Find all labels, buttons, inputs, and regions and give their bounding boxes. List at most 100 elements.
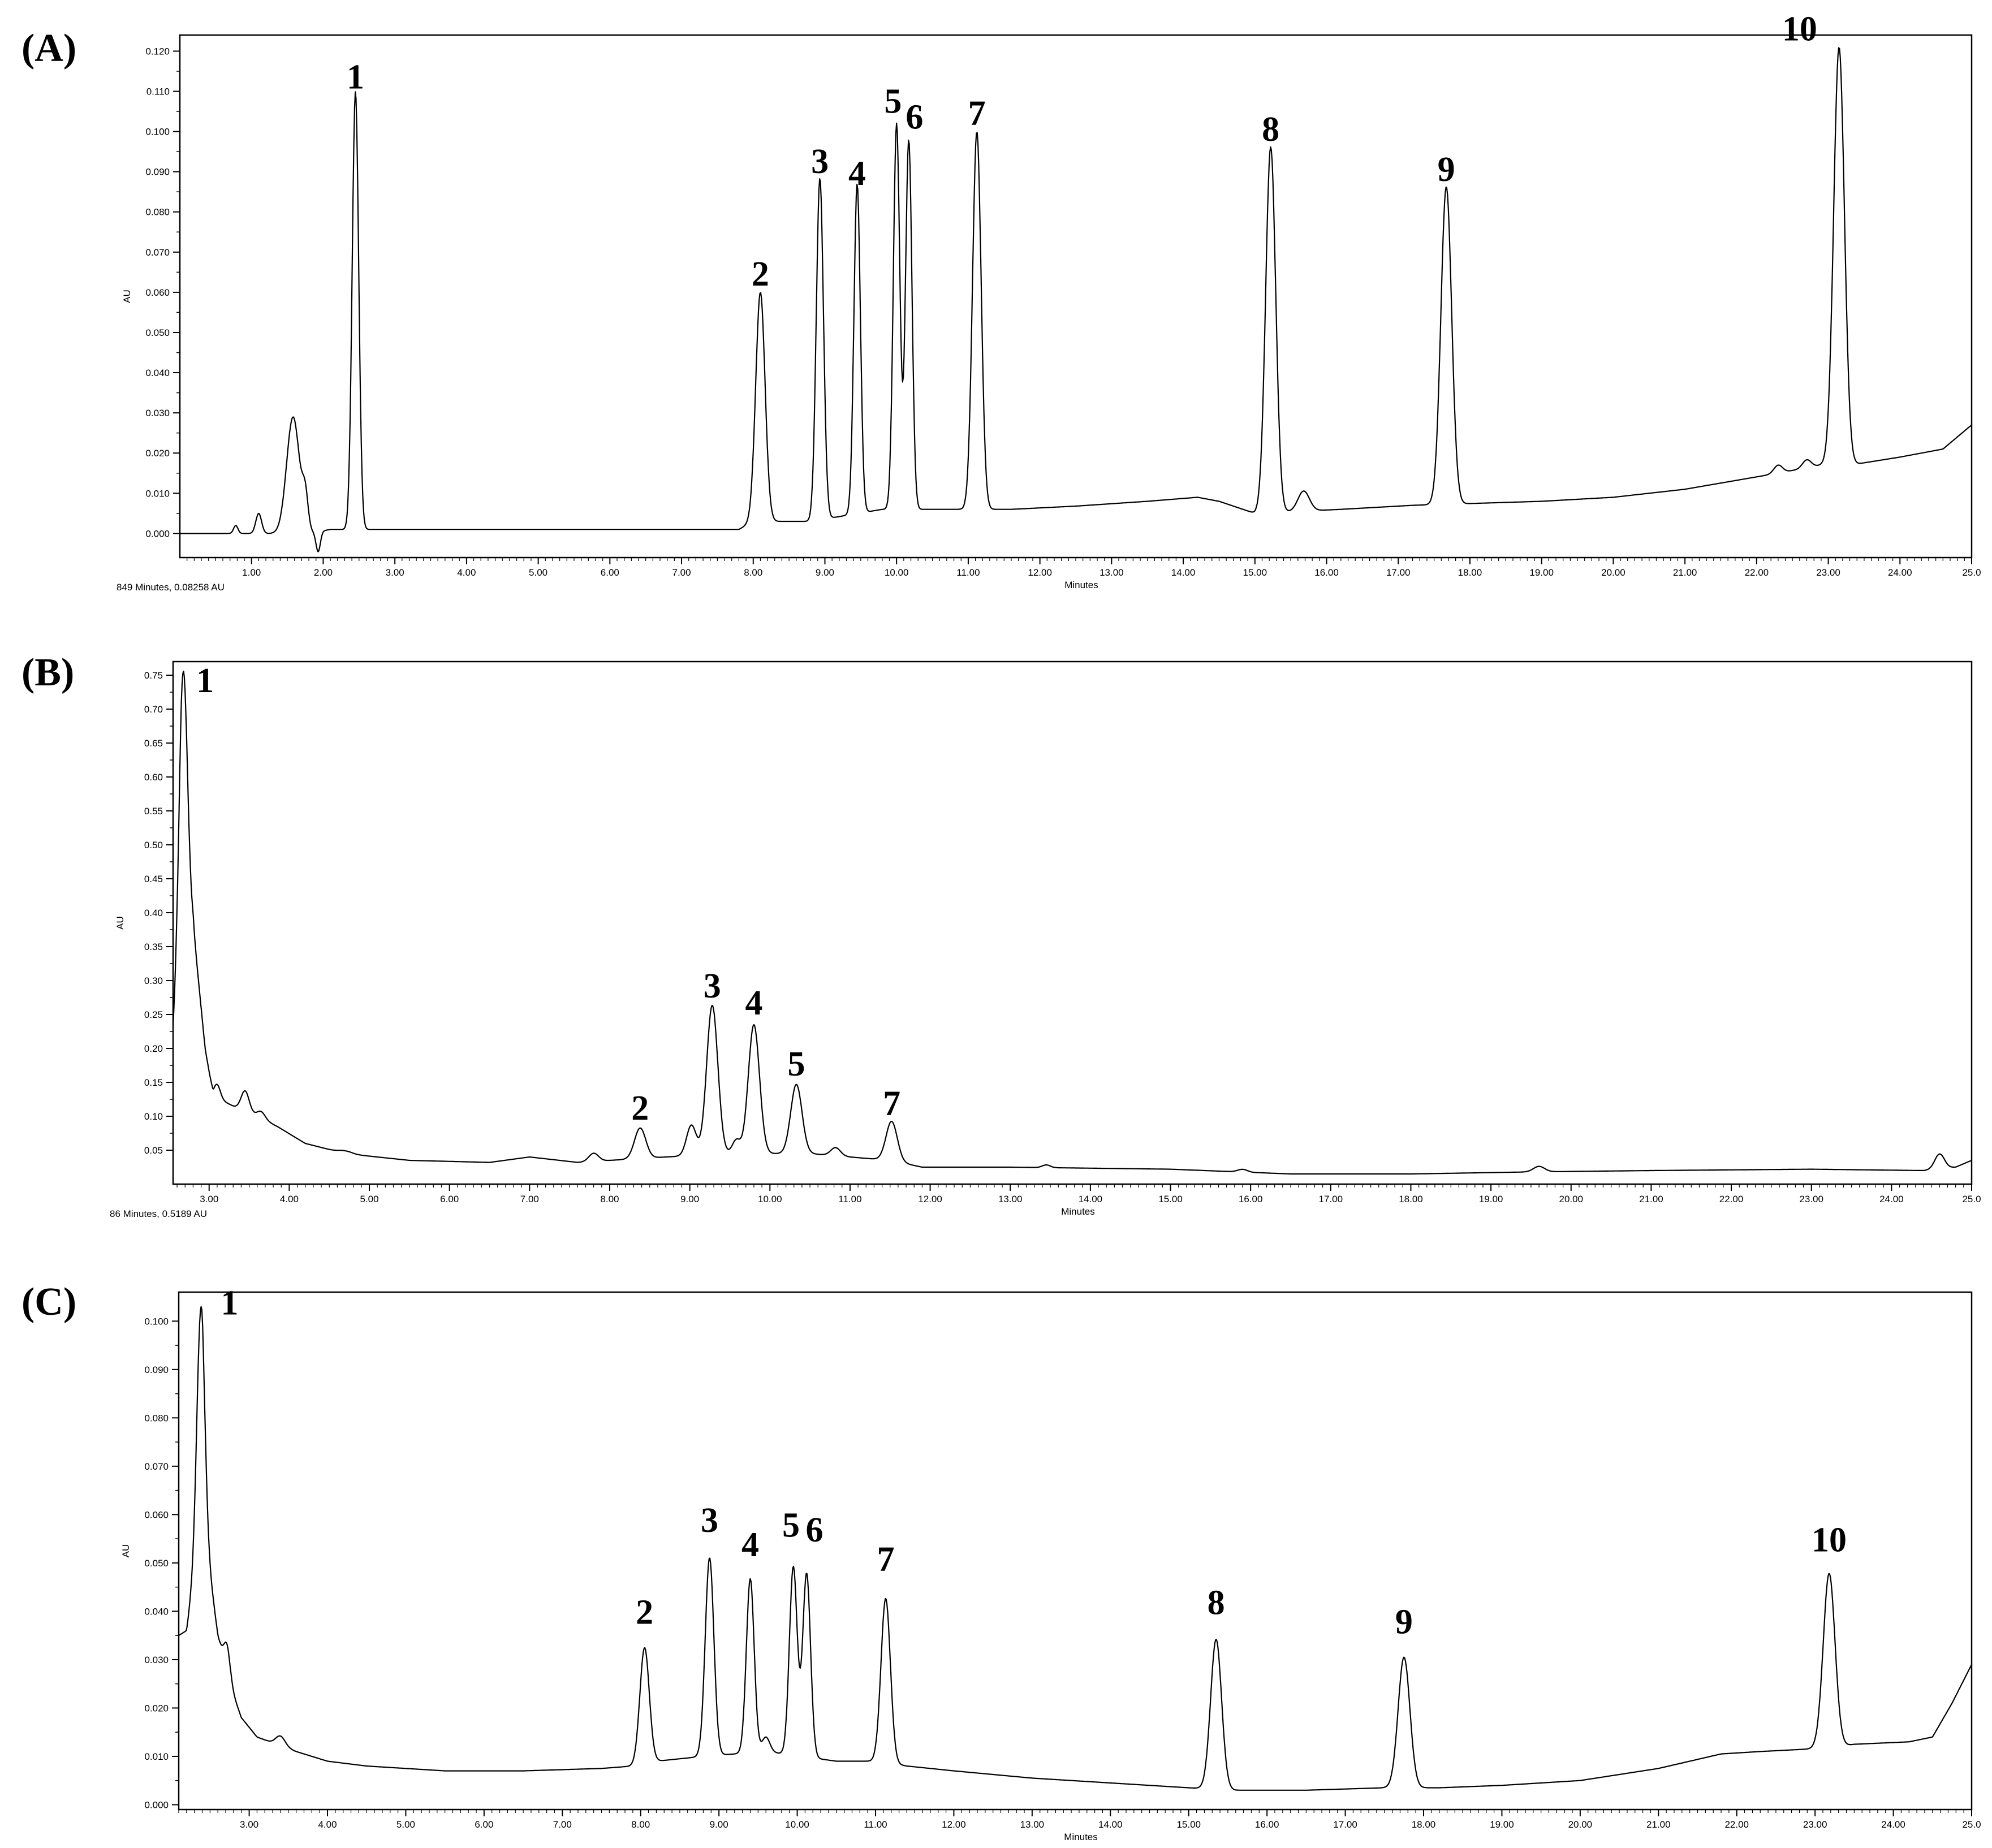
y-tick-label: 0.10 — [144, 1111, 163, 1122]
x-tick-label: 25.0 — [1962, 1819, 1981, 1830]
peak-label-1: 1 — [196, 662, 214, 700]
x-tick-label: 17.00 — [1333, 1819, 1357, 1830]
y-tick-label: 0.30 — [144, 975, 163, 986]
x-tick-label: 20.00 — [1568, 1819, 1593, 1830]
peak-label-7: 7 — [877, 1540, 895, 1579]
x-tick-label: 20.00 — [1559, 1194, 1583, 1204]
x-tick-label: 12.00 — [1028, 567, 1052, 578]
x-tick-label: 21.00 — [1646, 1819, 1671, 1830]
plot-frame — [172, 660, 1973, 1185]
y-axis-label: AU — [120, 1544, 131, 1558]
x-tick-label: 17.00 — [1319, 1194, 1343, 1204]
y-axis-label: AU — [122, 290, 132, 303]
peak-label-2: 2 — [636, 1594, 653, 1632]
x-tick-label: 17.00 — [1386, 567, 1411, 578]
x-tick-label: 22.00 — [1719, 1194, 1744, 1204]
x-tick-label: 12.00 — [918, 1194, 942, 1204]
peak-label-4: 4 — [745, 984, 762, 1022]
y-tick-label: 0.020 — [144, 1703, 169, 1713]
y-tick-label: 0.35 — [144, 942, 163, 952]
x-tick-label: 14.00 — [1079, 1194, 1103, 1204]
x-tick-label: 11.00 — [956, 567, 980, 578]
x-tick-label: 16.00 — [1314, 567, 1339, 578]
cursor-readout: 849 Minutes, 0.08258 AU — [117, 582, 225, 593]
peak-label-8: 8 — [1208, 1583, 1225, 1622]
x-tick-label: 7.00 — [520, 1194, 539, 1204]
y-tick-label: 0.080 — [145, 207, 170, 218]
peak-label-1: 1 — [347, 58, 364, 97]
x-tick-label: 18.00 — [1399, 1194, 1423, 1204]
x-tick-label: 11.00 — [864, 1819, 887, 1830]
x-tick-label: 25.0 — [1962, 567, 1981, 578]
panel-label: (A) — [21, 27, 76, 70]
y-tick-label: 0.25 — [144, 1009, 163, 1020]
panel-c: (C) 0.000 0.010 0.020 0.030 0.040 0.050 0.060 0.… — [21, 1280, 1981, 1842]
peak-label-3: 3 — [701, 1501, 718, 1540]
y-tick-label: 0.100 — [145, 127, 170, 137]
x-tick-label: 24.00 — [1879, 1194, 1904, 1204]
peak-label-2: 2 — [752, 255, 769, 293]
x-tick-label: 2.00 — [314, 567, 333, 578]
x-tick-label: 14.00 — [1098, 1819, 1123, 1830]
y-axis-label: AU — [115, 916, 126, 930]
y-tick-label: 0.000 — [144, 1799, 169, 1810]
peak-label-3: 3 — [811, 143, 829, 181]
x-tick-label: 16.00 — [1239, 1194, 1263, 1204]
x-tick-label: 15.00 — [1176, 1819, 1201, 1830]
y-tick-label: 0.60 — [144, 772, 163, 783]
peak-label-4: 4 — [848, 154, 866, 193]
x-tick-label: 3.00 — [240, 1819, 258, 1830]
y-tick-label: 0.060 — [144, 1509, 169, 1520]
plot-frame — [178, 1291, 1973, 1811]
x-axis-label: Minutes — [1061, 1206, 1095, 1217]
x-tick-label: 4.00 — [318, 1819, 337, 1830]
x-tick-label: 19.00 — [1529, 567, 1554, 578]
x-tick-label: 5.00 — [360, 1194, 378, 1204]
x-tick-label: 10.00 — [885, 567, 909, 578]
x-tick-label: 21.00 — [1673, 567, 1697, 578]
x-tick-label: 3.00 — [386, 567, 404, 578]
y-tick-label: 0.090 — [144, 1365, 169, 1375]
y-tick-label: 0.55 — [144, 806, 163, 817]
x-tick-label: 6.00 — [475, 1819, 493, 1830]
x-tick-label: 4.00 — [280, 1194, 299, 1204]
panel-a: (A) 0.000 0.010 0.020 0.030 0.040 0.050 0.060 0.… — [21, 10, 1981, 593]
x-tick-label: 19.00 — [1490, 1819, 1514, 1830]
chromatogram-trace — [180, 47, 1972, 552]
x-tick-label: 13.00 — [998, 1194, 1023, 1204]
x-tick-label: 25.0 — [1962, 1194, 1981, 1204]
x-tick-label: 8.00 — [744, 567, 762, 578]
cursor-readout: 86 Minutes, 0.5189 AU — [110, 1208, 207, 1219]
x-tick-label: 18.00 — [1412, 1819, 1436, 1830]
x-tick-label: 21.00 — [1639, 1194, 1663, 1204]
x-tick-label: 16.00 — [1255, 1819, 1279, 1830]
peak-label-6: 6 — [906, 98, 923, 137]
y-tick-label: 0.080 — [144, 1413, 169, 1423]
x-tick-label: 4.00 — [457, 567, 476, 578]
peak-label-5: 5 — [884, 82, 902, 120]
x-tick-label: 20.00 — [1601, 567, 1625, 578]
y-tick-label: 0.060 — [145, 287, 170, 298]
x-tick-label: 24.00 — [1881, 1819, 1905, 1830]
peak-label-3: 3 — [704, 967, 721, 1005]
x-tick-label: 7.00 — [553, 1819, 572, 1830]
y-tick-label: 0.030 — [144, 1655, 169, 1665]
x-tick-label: 15.00 — [1243, 567, 1267, 578]
y-tick-label: 0.15 — [144, 1077, 163, 1088]
x-tick-label: 23.00 — [1799, 1194, 1823, 1204]
x-tick-label: 15.00 — [1158, 1194, 1183, 1204]
y-tick-label: 0.45 — [144, 874, 163, 884]
peak-label-2: 2 — [631, 1089, 649, 1128]
y-tick-label: 0.40 — [144, 908, 163, 918]
x-tick-label: 23.00 — [1803, 1819, 1827, 1830]
x-tick-label: 9.00 — [680, 1194, 699, 1204]
y-tick-label: 0.040 — [144, 1606, 169, 1617]
x-tick-label: 8.00 — [600, 1194, 619, 1204]
peak-label-1: 1 — [221, 1284, 238, 1322]
peak-label-7: 7 — [883, 1085, 900, 1123]
peak-label-5: 5 — [788, 1045, 805, 1083]
panel-b: (B) 0.05 0.10 0.15 0.20 0.25 0.30 0.35 0.40 0.45 0… — [21, 651, 1981, 1219]
y-tick-label: 0.050 — [145, 327, 170, 338]
y-tick-label: 0.040 — [145, 368, 170, 378]
y-tick-label: 0.75 — [144, 670, 163, 681]
